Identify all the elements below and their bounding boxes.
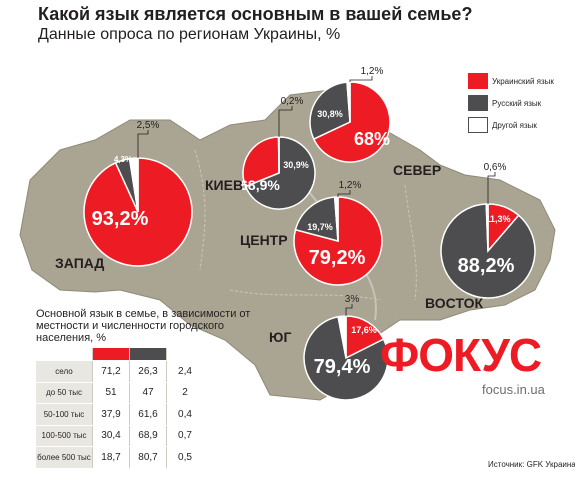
legend-label-ukrainian: Украинский язык [492, 76, 554, 86]
region-label: ЗАПАД [55, 255, 104, 271]
table-row-label: 50-100 тыс [36, 403, 93, 426]
legend-label-russian: Русский язык [492, 98, 542, 108]
table-row-label: 100-500 тыс [36, 425, 93, 447]
region-label: КИЕВ [205, 177, 243, 193]
table-cell: 30,4 [92, 425, 130, 447]
region-border [194, 149, 206, 271]
table-row: более 500 тыс 18,7 80,7 0,5 [36, 446, 203, 469]
pie-slice [309, 81, 351, 141]
leader-line [337, 190, 351, 197]
legend-swatch-russian [468, 95, 488, 111]
legend-item-russian: Русский язык [468, 92, 554, 114]
table-cell: 26,3 [129, 360, 167, 383]
legend-item-other: Другой язык [468, 114, 554, 136]
table-row-label: до 50 тыс [36, 382, 93, 404]
brand-url[interactable]: focus.in.ua [482, 382, 545, 397]
table-caption: Основной язык в семье, в зависимости от … [36, 308, 251, 344]
pie-label-other: 1,2% [361, 66, 384, 77]
pie-ЦЕНТР: 79,2% 19,7% 1,2% [293, 180, 383, 286]
pie-ЮГ: 79,4% 17,6% 3% [303, 294, 389, 401]
pie-slice [303, 315, 389, 401]
pie-label-minor: 17,6% [351, 325, 377, 335]
table-row: 50-100 тыс 37,9 61,6 0,4 [36, 403, 203, 426]
table-header-other [166, 348, 203, 361]
pie-СЕВЕР: 68% 30,8% 1,2% [309, 66, 391, 163]
legend-item-ukrainian: Украинский язык [468, 70, 554, 92]
pie-label-other: 2,5% [137, 120, 160, 131]
pie-slice [242, 136, 280, 188]
table-cell: 68,9 [129, 425, 167, 447]
leader-line [487, 172, 496, 204]
pie-КИЕВ: 68,9%30,9% 0,2% [240, 96, 316, 210]
pie-label-major: 68,9% [240, 177, 280, 193]
table-header-ukrainian [92, 348, 130, 361]
region-border [229, 289, 381, 301]
table-cell: 0,4 [166, 403, 203, 426]
pie-label-other: 1,2% [339, 180, 362, 191]
table-cell: 0,7 [166, 425, 203, 447]
source-note: Источник: GFK Украина [488, 460, 575, 469]
pie-label-other: 0,2% [281, 96, 304, 107]
pie-ЗАПАД: 93,2% 4,3% 2,5% [83, 120, 193, 267]
table-header-russian [129, 348, 167, 361]
pie-slice [345, 315, 385, 360]
pie-slice [293, 196, 383, 286]
region-border [404, 184, 417, 301]
legend-label-other: Другой язык [492, 120, 537, 130]
region-label: СЕВЕР [393, 162, 441, 178]
leader-line [349, 76, 373, 82]
leader-line [345, 304, 353, 316]
pie-label-minor: 4,3% [114, 155, 132, 164]
table-header-row [36, 348, 203, 361]
leader-line [137, 130, 149, 158]
table-cell: 2,4 [166, 360, 203, 383]
table-cell: 47 [129, 382, 167, 404]
table-cell: 0,5 [166, 446, 203, 469]
pie-label-major: 79,4% [314, 356, 371, 378]
pie-label-minor: 11,3% [485, 214, 510, 224]
legend: Украинский язык Русский язык Другой язык [468, 70, 554, 136]
region-labels-layer: ЗАПАД КИЕВ СЕВЕР ЦЕНТР ВОСТОК ЮГ [55, 162, 484, 345]
leader-line [278, 106, 293, 137]
table-cell: 18,7 [92, 446, 130, 469]
region-label: ЦЕНТР [240, 232, 288, 248]
pie-ВОСТОК: 88,2% 11,3% 0,6% [440, 162, 536, 299]
table-row-label: село [36, 360, 93, 383]
pie-label-other: 0,6% [484, 162, 507, 173]
pie-label-major: 79,2% [309, 247, 366, 269]
legend-swatch-other [468, 117, 488, 133]
table-cell: 2 [166, 382, 203, 404]
table-row: 100-500 тыс 30,4 68,9 0,7 [36, 425, 203, 447]
language-table: село 71,2 26,3 2,4 до 50 тыс 51 47 2 50-… [36, 348, 203, 469]
chart-subtitle: Данные опроса по регионам Украины, % [38, 26, 341, 43]
table-cell: 80,7 [129, 446, 167, 469]
pie-label-major: 93,2% [92, 208, 149, 230]
legend-swatch-ukrainian [468, 73, 488, 89]
pie-charts-layer: 93,2%4,3%2,5%68,9%30,9%0,2%68%30,8%1,2%7… [83, 66, 536, 401]
table-cell: 51 [92, 382, 130, 404]
region-label: ВОСТОК [425, 295, 484, 311]
table-cell: 61,6 [129, 403, 167, 426]
region-label: ЮГ [269, 329, 291, 345]
table-row: до 50 тыс 51 47 2 [36, 382, 203, 404]
table-cell: 37,9 [92, 403, 130, 426]
pie-slice [294, 196, 339, 242]
table-cell: 71,2 [92, 360, 130, 383]
pie-label-minor: 30,9% [283, 160, 309, 170]
pie-label-other: 3% [345, 294, 360, 305]
table-row-label: более 500 тыс [36, 446, 93, 469]
pie-label-minor: 30,8% [317, 109, 343, 119]
table-row: село 71,2 26,3 2,4 [36, 360, 203, 383]
pie-slice [312, 81, 391, 163]
brand-logo: ФОКУС [380, 329, 542, 381]
pie-label-major: 68% [354, 129, 390, 149]
pie-slice [244, 136, 316, 210]
pie-label-minor: 19,7% [307, 222, 333, 232]
chart-title: Какой язык является основным в вашей сем… [38, 4, 473, 24]
pie-label-major: 88,2% [458, 255, 515, 277]
